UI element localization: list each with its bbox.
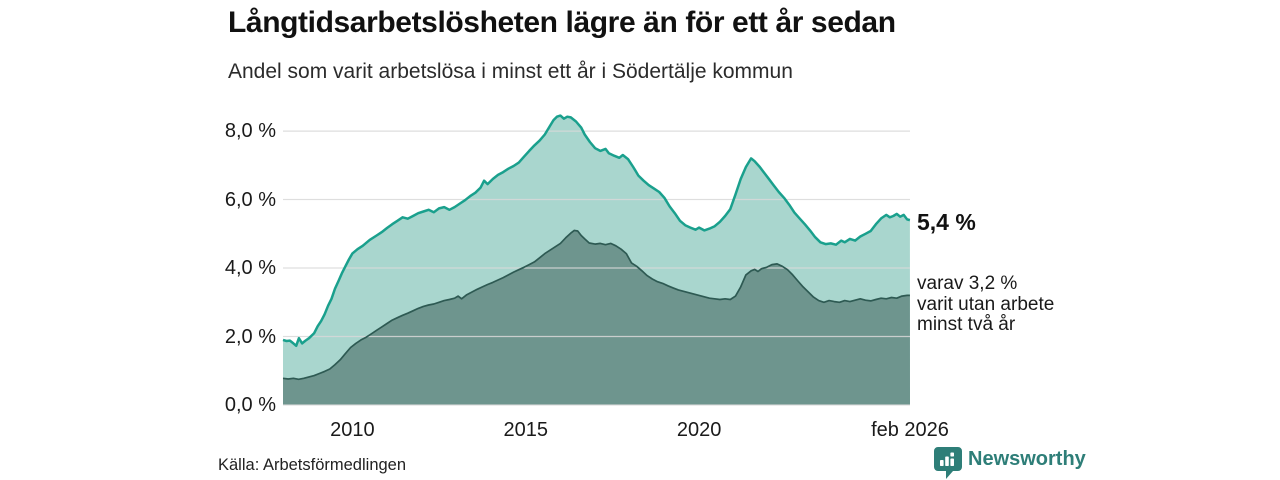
newsworthy-logo: Newsworthy xyxy=(934,447,1086,479)
utan-arbete-minst-tva-ar-area xyxy=(283,230,910,405)
newsworthy-logo-text: Newsworthy xyxy=(968,448,1086,470)
annotation-line-2: varit utan arbete xyxy=(917,293,1055,315)
logo-bar-tall xyxy=(950,458,954,466)
logo-bar-small xyxy=(940,460,944,466)
y-tick-label: 6,0 % xyxy=(224,188,276,211)
y-tick-label: 2,0 % xyxy=(224,325,276,348)
annotation-line-1: varav 3,2 % xyxy=(917,273,1018,294)
x-tick-label: 2010 xyxy=(330,419,375,441)
annotation-line-3: minst två år xyxy=(917,314,1016,335)
area-chart xyxy=(282,114,911,406)
end-value-label-two-years: varav 3,2 % varit utan arbete minst två … xyxy=(917,273,1055,336)
source-label: Källa: Arbetsförmedlingen xyxy=(218,456,407,474)
page-title: Långtidsarbetslösheten lägre än för ett … xyxy=(228,6,896,39)
y-tick-label: 8,0 % xyxy=(224,120,276,143)
page-subtitle: Andel som varit arbetslösa i minst ett å… xyxy=(228,60,793,83)
logo-exclamation-dot xyxy=(950,452,954,457)
logo-bar-medium xyxy=(945,456,949,466)
arbetslosa-minst-ett-ar-line xyxy=(282,114,911,348)
y-tick-label: 0,0 % xyxy=(224,394,276,416)
end-value-label-total: 5,4 % xyxy=(917,209,976,235)
x-tick-label: feb 2026 xyxy=(871,419,949,441)
y-tick-label: 4,0 % xyxy=(224,257,276,280)
x-tick-label: 2020 xyxy=(676,419,722,441)
newsworthy-logo-icon xyxy=(934,447,962,479)
utan-arbete-minst-tva-ar-line xyxy=(282,229,910,381)
x-tick-label: 2015 xyxy=(503,419,548,441)
